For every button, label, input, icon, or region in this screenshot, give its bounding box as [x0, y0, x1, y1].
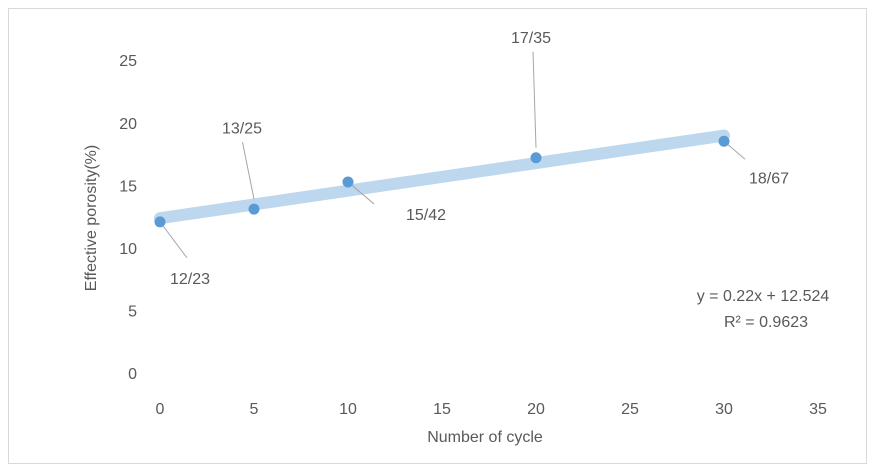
y-tick-label: 5 — [128, 304, 137, 321]
data-point — [154, 216, 166, 228]
chart-border — [8, 8, 867, 464]
y-tick-label: 25 — [119, 53, 137, 70]
data-point — [530, 152, 542, 164]
data-point — [718, 135, 730, 147]
x-tick-label: 20 — [527, 401, 545, 418]
x-tick-label: 10 — [339, 401, 357, 418]
x-tick-label: 15 — [433, 401, 451, 418]
x-tick-label: 0 — [156, 401, 165, 418]
data-label: 18/67 — [749, 170, 789, 187]
y-tick-label: 20 — [119, 116, 137, 133]
data-label: 12/23 — [170, 271, 210, 288]
data-label: 15/42 — [406, 207, 446, 224]
y-tick-label: 15 — [119, 178, 137, 195]
leader-line — [242, 142, 255, 200]
x-axis-title: Number of cycle — [427, 429, 543, 446]
x-tick-label: 35 — [809, 401, 827, 418]
trendline-r-squared: R² = 0.9623 — [724, 314, 808, 331]
trendline-equation: y = 0.22x + 12.524 — [697, 288, 830, 305]
y-axis-title: Effective porosity(%) — [83, 145, 100, 291]
data-point — [248, 203, 260, 215]
data-label: 13/25 — [222, 120, 262, 137]
x-tick-label: 5 — [250, 401, 259, 418]
y-tick-label: 10 — [119, 241, 137, 258]
data-label: 17/35 — [511, 30, 551, 47]
data-point — [342, 176, 354, 188]
x-tick-label: 30 — [715, 401, 733, 418]
y-tick-label: 0 — [128, 366, 137, 383]
leader-line — [159, 221, 188, 259]
x-tick-label: 25 — [621, 401, 639, 418]
leader-line — [347, 181, 375, 205]
leader-line — [532, 51, 537, 148]
